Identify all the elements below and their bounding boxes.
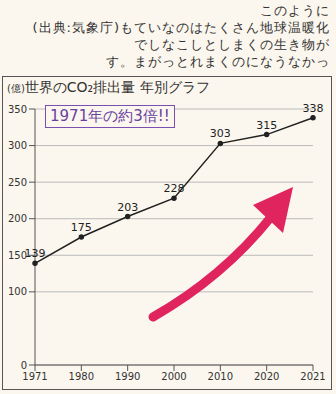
html-text:1971年の約3倍!!: 1971年の約3倍!!: [50, 107, 170, 125]
html-text:(出典:気象庁)もていなのはたくさん地球温暖化: (出典:気象庁)もていなのはたくさん地球温暖化: [32, 20, 330, 35]
svg-text:0: 0: [21, 360, 27, 371]
svg-text:2020: 2020: [254, 371, 279, 382]
svg-text:150: 150: [7, 249, 27, 261]
svg-text:2021: 2021: [300, 371, 325, 382]
svg-text:200: 200: [8, 213, 27, 224]
svg-text:250: 250: [8, 177, 27, 188]
svg-text:139: 139: [25, 247, 46, 260]
svg-text:1971: 1971: [22, 371, 47, 382]
svg-text:303: 303: [210, 127, 231, 140]
html-text:このように: このように: [260, 3, 330, 18]
html-text:でしなこしとしまくの生き物が: でしなこしとしまくの生き物が: [134, 37, 330, 52]
svg-text:228: 228: [164, 182, 185, 195]
html-text:(億)世界のCO₂排出量 年別グラフ: (億)世界のCO₂排出量 年別グラフ: [7, 79, 210, 95]
svg-text:2000: 2000: [161, 371, 186, 382]
svg-text:350: 350: [8, 104, 27, 115]
svg-text:300: 300: [8, 140, 27, 151]
svg-text:1980: 1980: [69, 371, 94, 382]
html-text:す。まがっとれまくのになうなかっ: す。まがっとれまくのになうなかっ: [106, 54, 330, 69]
svg-text:2010: 2010: [208, 371, 233, 382]
svg-text:338: 338: [303, 102, 324, 115]
svg-text:1990: 1990: [115, 371, 140, 382]
svg-text:100: 100: [8, 286, 27, 297]
svg-text:175: 175: [71, 221, 92, 234]
svg-text:203: 203: [117, 201, 138, 214]
svg-text:315: 315: [256, 119, 277, 132]
